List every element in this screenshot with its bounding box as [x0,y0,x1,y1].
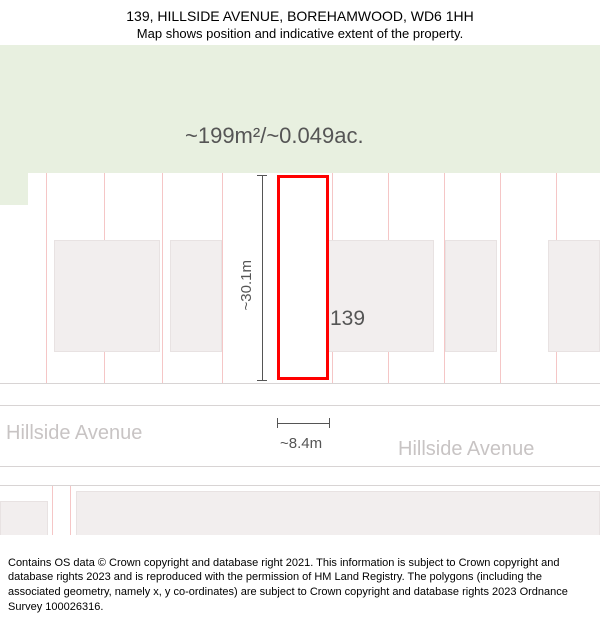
building-footprint [445,240,497,352]
building-footprint [328,240,434,352]
property-number: 139 [330,307,365,331]
parcel-boundary [222,173,223,383]
parcel-boundary [162,173,163,383]
building-footprint [54,240,160,352]
road-edge [0,466,600,467]
copyright-footer: Contains OS data © Crown copyright and d… [0,550,600,625]
header: 139, HILLSIDE AVENUE, BOREHAMWOOD, WD6 1… [0,0,600,45]
road-edge [0,383,600,384]
property-address: 139, HILLSIDE AVENUE, BOREHAMWOOD, WD6 1… [10,8,590,24]
width-dim-line [277,423,329,424]
parcel-boundary [500,173,501,383]
road-edge [0,485,600,486]
width-label: ~8.4m [280,435,322,452]
property-highlight [277,175,329,380]
dim-tick [329,418,330,428]
map-container: ~199m²/~0.049ac. 139 ~30.1m ~8.4m Hillside A… [0,45,600,535]
road-edge [0,405,600,406]
building-footprint [548,240,600,352]
building-footprint [76,491,600,535]
height-label: ~30.1m [238,260,255,310]
street-name: Hillside Avenue [6,422,142,445]
height-dim-line [262,175,263,380]
dim-tick [277,418,278,428]
street-name: Hillside Avenue [398,438,534,461]
parcel-boundary [70,485,71,535]
building-footprint [170,240,222,352]
parcel-boundary [46,173,47,383]
dim-tick [257,380,267,381]
green-space [0,45,28,205]
dim-tick [257,175,267,176]
area-label: ~199m²/~0.049ac. [185,123,364,149]
green-space [0,45,600,173]
building-footprint [0,501,48,535]
map-subtitle: Map shows position and indicative extent… [10,26,590,41]
parcel-boundary [52,485,53,535]
